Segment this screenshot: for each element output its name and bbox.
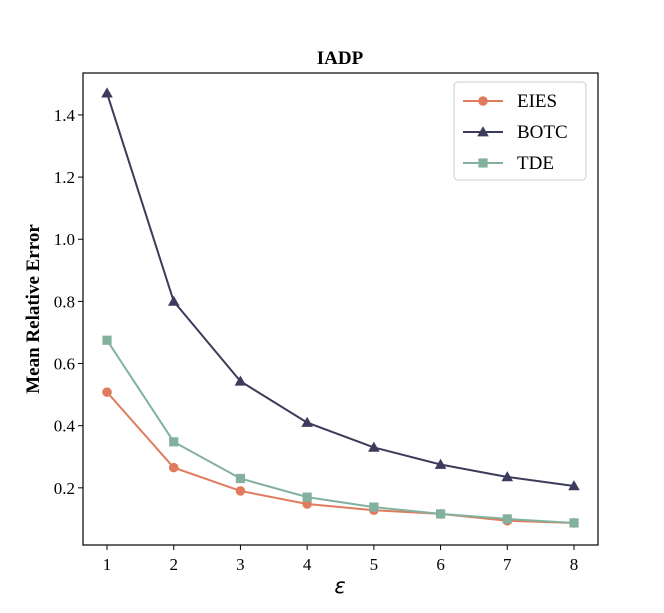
legend-marker xyxy=(478,158,488,168)
x-tick-label: 3 xyxy=(236,555,245,574)
series-eies xyxy=(102,387,579,528)
y-tick-label: 0.6 xyxy=(54,355,75,374)
chart-title: IADP xyxy=(317,48,364,69)
legend-label: BOTC xyxy=(517,122,568,143)
data-point-botc xyxy=(434,458,447,469)
data-point-botc xyxy=(167,295,180,306)
y-tick-label: 1.2 xyxy=(54,168,75,187)
data-point-botc xyxy=(101,87,113,98)
legend-marker xyxy=(478,96,488,106)
data-point-tde xyxy=(169,437,179,447)
data-point-botc xyxy=(368,441,380,452)
legend-marker xyxy=(477,126,489,137)
legend-item-tde: TDE xyxy=(463,153,554,174)
x-tick-label: 5 xyxy=(370,555,379,574)
data-point-botc xyxy=(501,471,514,482)
data-point-tde xyxy=(102,335,112,345)
x-tick-label: 7 xyxy=(503,555,512,574)
series-line-eies xyxy=(106,391,575,524)
y-tick-label: 0.8 xyxy=(54,292,75,311)
data-point-eies xyxy=(102,387,112,397)
x-tick-label: 8 xyxy=(570,555,579,574)
legend-frame xyxy=(453,81,587,181)
x-axis-label: ε xyxy=(334,574,345,598)
legend-label: TDE xyxy=(517,153,554,174)
y-axis: 0.2 0.4 0.6 0.8 1.0 1.2 1.4 xyxy=(54,106,83,498)
data-point-tde xyxy=(502,514,512,524)
plot-area-frame xyxy=(82,72,599,546)
x-tick-label: 6 xyxy=(436,555,445,574)
legend: EIES BOTC TDE xyxy=(453,81,587,181)
y-tick-label: 1.0 xyxy=(54,230,75,249)
data-point-tde xyxy=(569,518,579,528)
legend-label: EIES xyxy=(517,91,557,112)
y-tick-label: 1.4 xyxy=(54,106,76,125)
data-point-botc xyxy=(234,375,247,386)
data-point-eies xyxy=(235,486,246,496)
x-tick-label: 1 xyxy=(103,555,112,574)
x-axis: 1 2 3 4 5 6 7 8 xyxy=(103,545,578,574)
series-tde xyxy=(102,335,579,528)
series-botc xyxy=(101,87,580,491)
x-tick-label: 2 xyxy=(169,555,178,574)
data-point-botc xyxy=(568,480,580,491)
y-tick-label: 0.2 xyxy=(54,479,75,498)
series-layer xyxy=(101,87,580,528)
data-point-eies xyxy=(168,462,179,473)
legend-item-botc: BOTC xyxy=(463,122,568,143)
data-point-tde xyxy=(235,473,246,484)
x-tick-label: 4 xyxy=(303,555,312,574)
data-point-botc xyxy=(301,416,313,427)
y-axis-label: Mean Relative Error xyxy=(23,224,44,394)
series-line-botc xyxy=(106,92,575,487)
y-tick-label: 0.4 xyxy=(54,417,76,436)
data-point-tde xyxy=(435,509,446,519)
data-point-tde xyxy=(302,492,312,502)
data-point-tde xyxy=(369,502,379,512)
legend-item-eies: EIES xyxy=(463,91,557,112)
series-line-tde xyxy=(106,339,575,524)
